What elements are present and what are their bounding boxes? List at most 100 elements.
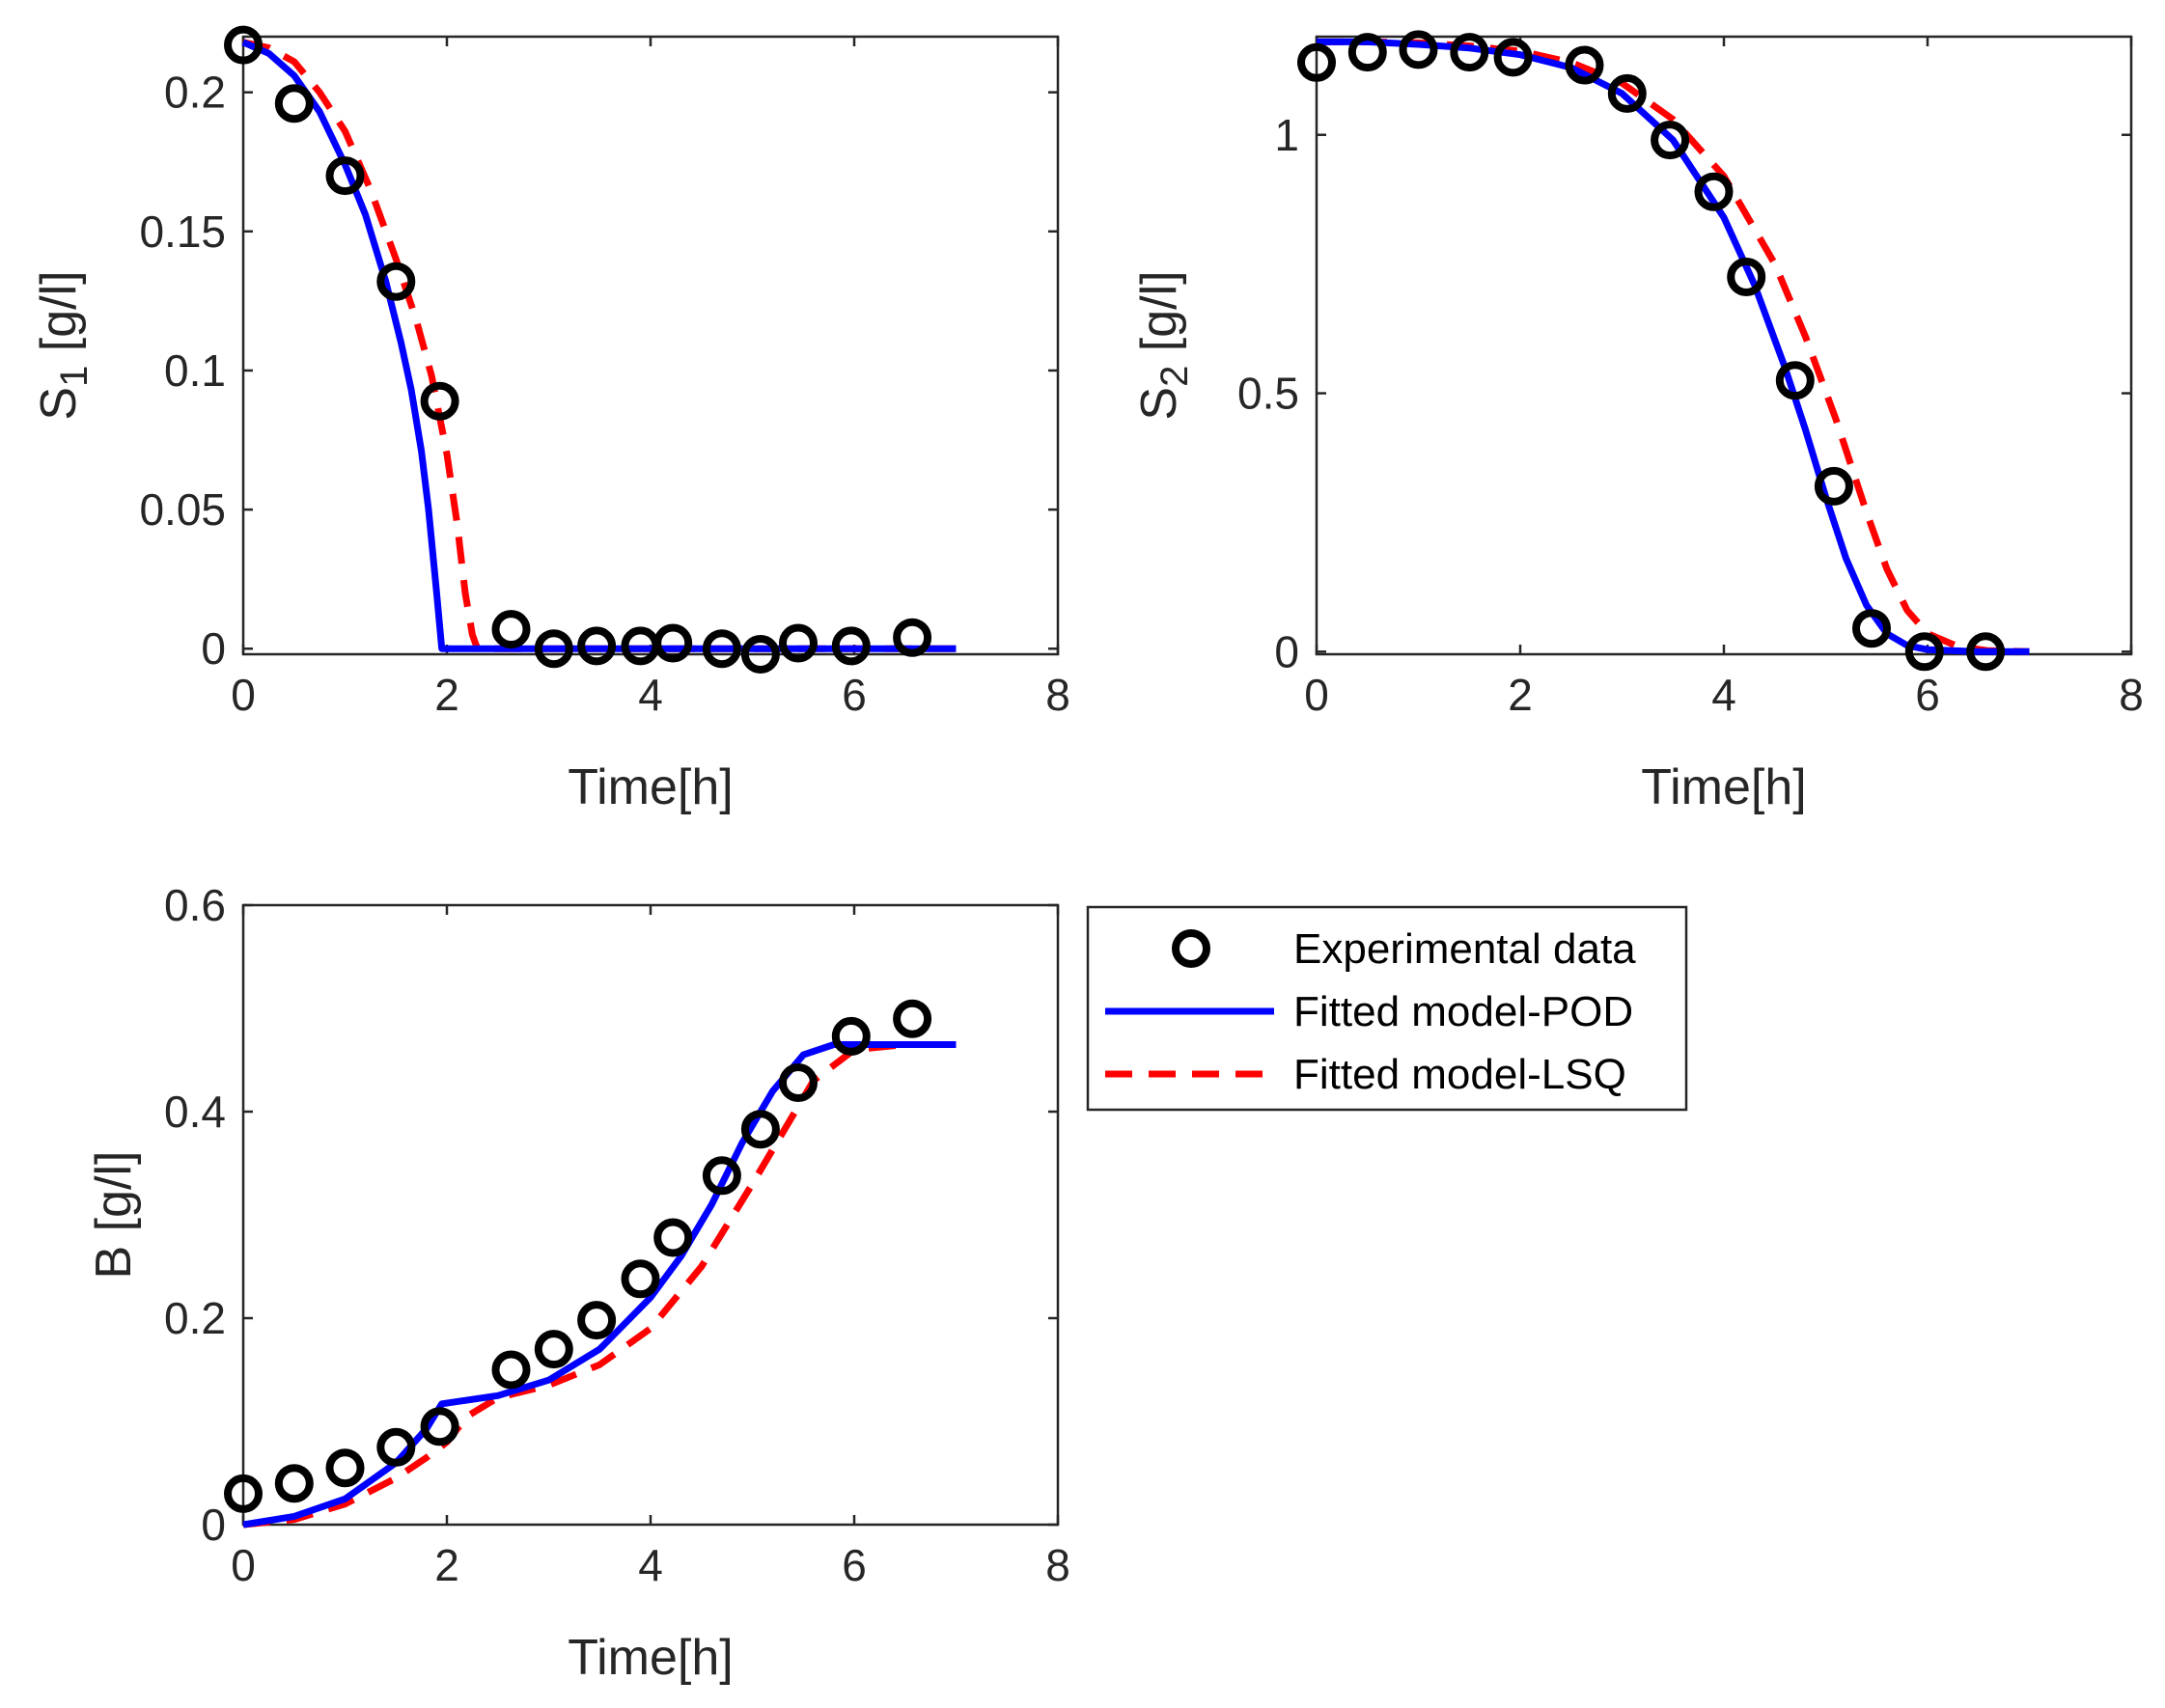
data-point-s1 xyxy=(577,626,617,666)
data-point-b xyxy=(491,1350,531,1390)
y-tick-label: 0.2 xyxy=(164,68,226,118)
series-data-s1 xyxy=(224,25,932,674)
y-tick-label: 0.05 xyxy=(139,484,226,535)
data-point-s2 xyxy=(1493,38,1533,77)
y-tick-label: 0.15 xyxy=(139,207,226,257)
y-axis-label-sub-s1: 1 xyxy=(53,366,96,387)
data-point-b xyxy=(621,1259,660,1299)
ticks-s1 xyxy=(241,37,1060,654)
data-point-b xyxy=(577,1301,617,1340)
data-point-b xyxy=(376,1427,416,1467)
data-point-b xyxy=(224,1474,263,1513)
y-tick-label: 0 xyxy=(201,623,226,674)
data-point-s2 xyxy=(1775,361,1815,400)
y-tick-label: 0.6 xyxy=(164,880,226,930)
y-tick-label: 0 xyxy=(201,1500,226,1550)
data-point-s1 xyxy=(491,610,531,649)
plot-area-b xyxy=(241,903,1060,1527)
x-tick-label: 4 xyxy=(1711,670,1736,720)
x-tick-label: 6 xyxy=(842,1540,867,1590)
y-axis-label-main-s1: S xyxy=(31,387,87,421)
data-point-b xyxy=(534,1330,573,1369)
data-point-s2 xyxy=(1814,466,1853,506)
tick-labels-s1: 0 2 4 6 8 0 0.05 0.1 0.15 0.2 xyxy=(139,68,1069,720)
y-tick-label: 0.2 xyxy=(164,1293,226,1343)
y-axis-label-s1: S1 [g/l] xyxy=(31,270,96,420)
series-pod-s2 xyxy=(1317,38,2030,655)
data-point-b xyxy=(740,1110,780,1149)
series-lsq-b xyxy=(242,1041,957,1529)
data-point-b xyxy=(325,1448,365,1488)
plot-area-s2 xyxy=(1315,35,2133,656)
x-tick-label: 8 xyxy=(2119,670,2144,720)
data-point-b xyxy=(702,1156,741,1196)
data-point-s1 xyxy=(534,629,573,669)
x-tick-label: 2 xyxy=(1508,670,1533,720)
data-point-s2 xyxy=(1347,33,1387,72)
panel-b: 0 2 4 6 8 0 0.2 0.4 0.6 Time[h] B [g/l] xyxy=(86,880,1070,1686)
data-point-s1 xyxy=(653,623,693,663)
y-tick-label: 0.4 xyxy=(164,1087,226,1137)
data-point-s2 xyxy=(1565,45,1604,85)
y-tick-label: 1 xyxy=(1274,110,1299,160)
legend-label-pod: Fitted model-POD xyxy=(1293,988,1633,1035)
x-tick-label: 4 xyxy=(638,1540,663,1590)
data-point-s2 xyxy=(1966,632,2006,672)
data-point-b xyxy=(831,1016,871,1056)
data-point-s1 xyxy=(420,381,459,421)
data-point-s1 xyxy=(274,84,314,124)
data-point-s2 xyxy=(1399,30,1438,69)
legend: Experimental data Fitted model-POD Fitte… xyxy=(1086,905,1688,1112)
data-point-s1 xyxy=(831,626,871,666)
tick-labels-s2: 0 2 4 6 8 0 0.5 1 xyxy=(1237,110,2144,720)
x-axis-label-s2: Time[h] xyxy=(1641,759,1806,815)
y-axis-label-s2: S2 [g/l] xyxy=(1131,270,1196,420)
ticks-s2 xyxy=(1315,37,2133,654)
legend-label-experimental: Experimental data xyxy=(1293,925,1636,973)
data-point-s1 xyxy=(702,629,741,669)
x-tick-label: 2 xyxy=(434,670,459,720)
panel-s2: 0 2 4 6 800.51 Time[h] S2 [g/l] xyxy=(1131,30,2144,815)
x-axis-label-s1: Time[h] xyxy=(568,759,733,815)
data-point-b xyxy=(420,1407,459,1446)
data-point-s1 xyxy=(376,262,416,301)
data-point-s1 xyxy=(893,618,932,657)
tick-labels-b: 0 2 4 6 8 0 0.2 0.4 0.6 xyxy=(164,880,1070,1590)
y-axis-label-b: B [g/l] xyxy=(86,1151,142,1280)
data-point-s2 xyxy=(1607,73,1647,113)
data-point-s1 xyxy=(740,635,780,674)
data-point-s1 xyxy=(325,156,365,196)
legend-label-lsq: Fitted model-LSQ xyxy=(1293,1051,1626,1098)
x-axis-label-b: Time[h] xyxy=(568,1630,733,1686)
panel-s1: 0 2 4 6 8 0 0.05 0.1 0.15 0.2 Time[h] S1 [g/l] xyxy=(31,25,1070,815)
series-data-s2 xyxy=(1297,30,2006,672)
line-pod-s2 xyxy=(1317,38,2030,655)
x-tick-label: 6 xyxy=(842,670,867,720)
data-point-s2 xyxy=(1852,609,1891,648)
x-tick-label: 8 xyxy=(1045,1540,1070,1590)
data-point-b xyxy=(653,1218,693,1257)
data-point-s2 xyxy=(1651,121,1690,160)
y-tick-label: 0.5 xyxy=(1237,369,1299,419)
y-axis-label-unit-s2: [g/l] xyxy=(1131,270,1187,365)
data-point-s2 xyxy=(1694,172,1734,211)
line-lsq-b xyxy=(242,1041,957,1529)
x-tick-label: 0 xyxy=(231,1540,256,1590)
plot-area-s1 xyxy=(241,35,1060,656)
x-tick-label: 6 xyxy=(1915,670,1940,720)
x-tick-label: 0 xyxy=(231,670,256,720)
data-point-b xyxy=(779,1063,818,1102)
data-point-s2 xyxy=(1450,33,1489,72)
y-tick-label: 0 xyxy=(1274,626,1299,676)
y-axis-label-main-s2: S xyxy=(1131,387,1187,421)
data-point-b xyxy=(274,1464,314,1503)
legend-marker-experimental xyxy=(1172,929,1210,968)
series-data-b xyxy=(224,999,932,1513)
y-axis-label-sub-s2: 2 xyxy=(1153,366,1196,387)
data-point-s1 xyxy=(779,623,818,663)
data-point-s2 xyxy=(1727,258,1766,296)
y-axis-label-unit-s1: [g/l] xyxy=(31,270,87,365)
data-point-b xyxy=(893,999,932,1038)
y-tick-label: 0.1 xyxy=(164,345,226,396)
